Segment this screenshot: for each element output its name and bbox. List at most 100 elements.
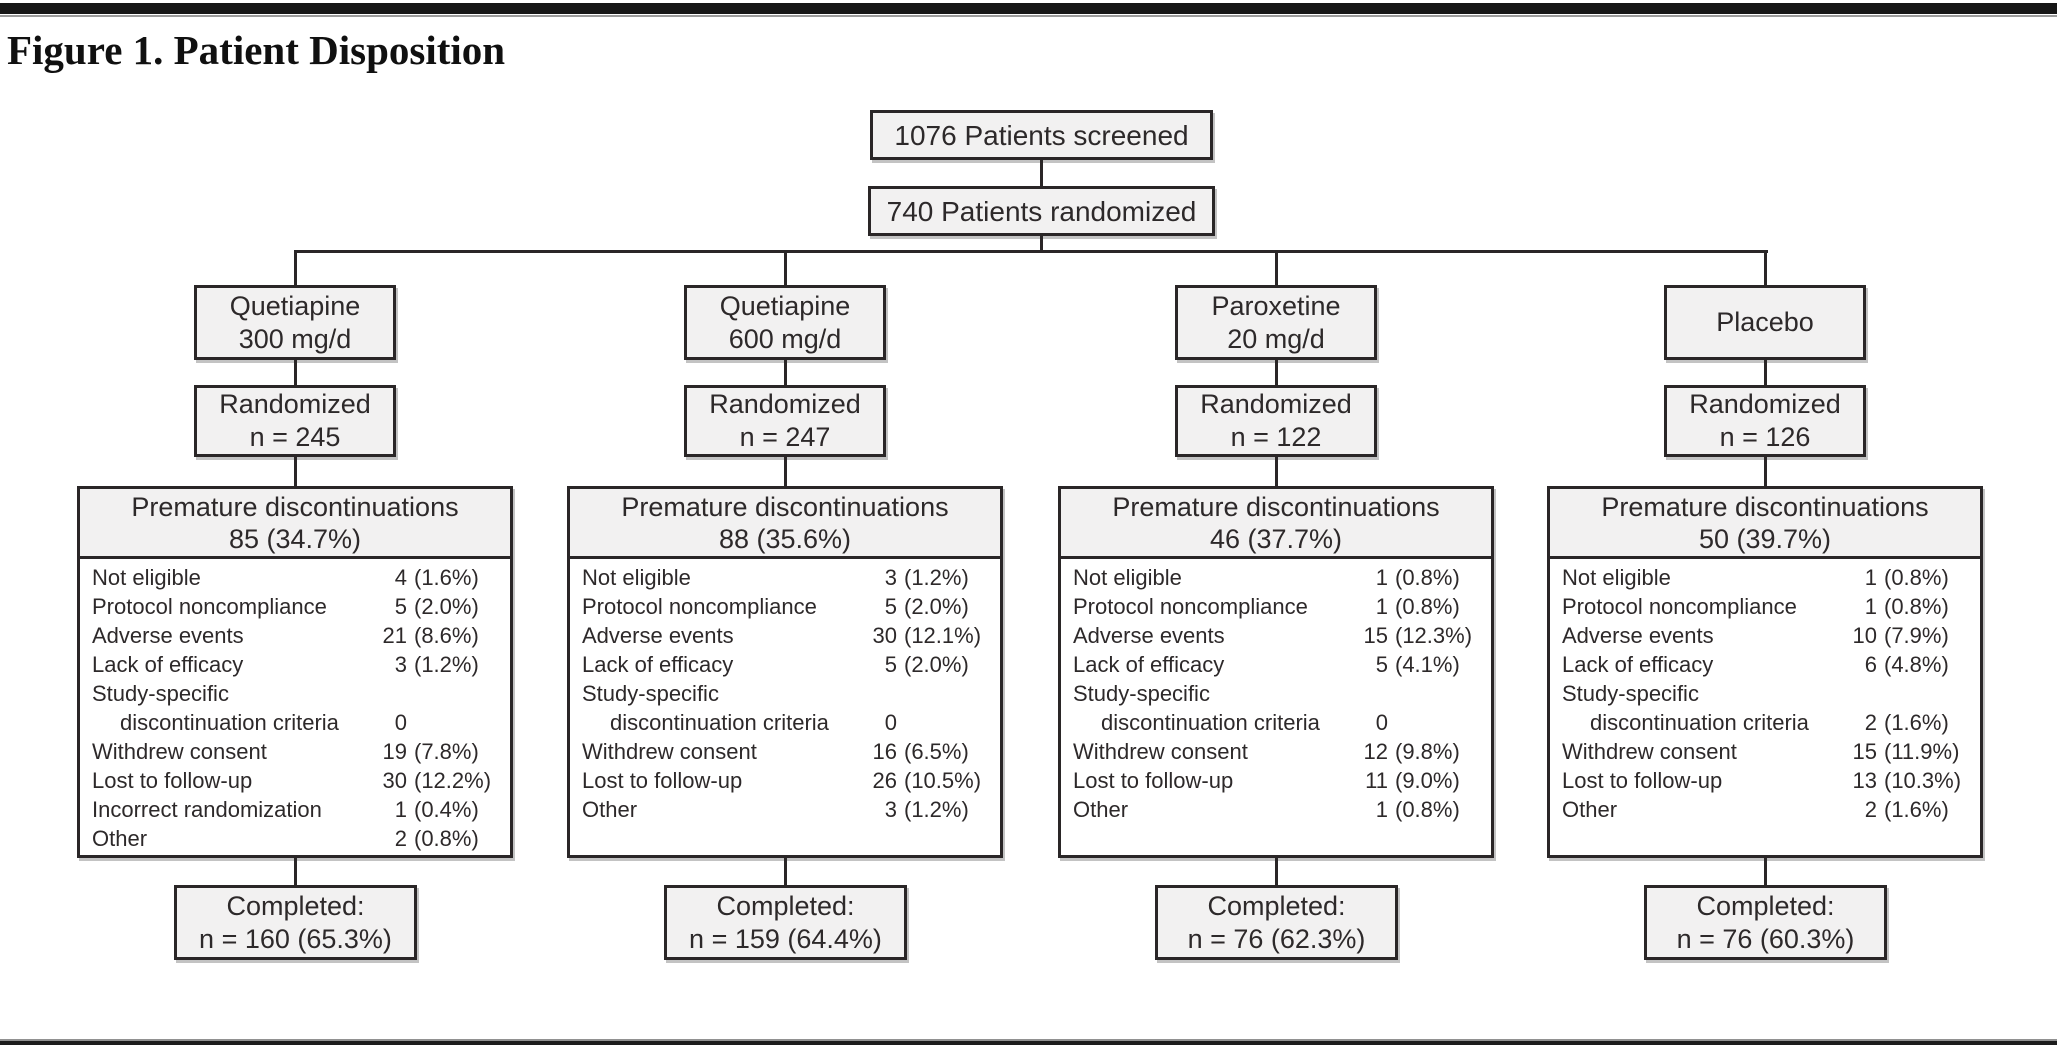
treatment-name-box: Placebo [1664, 285, 1866, 360]
reason-label: Adverse events [92, 623, 244, 648]
box-text-line: n = 160 (65.3%) [199, 923, 392, 954]
treatment-name-box: Quetiapine 300 mg/d [194, 285, 396, 360]
reason-percent: (0.8%) [1884, 565, 1949, 590]
reason-percent: (2.0%) [414, 594, 479, 619]
reason-label: Not eligible [582, 565, 691, 590]
completed-box: Completed: n = 76 (62.3%) [1155, 885, 1398, 960]
box-text-line: Randomized [1200, 389, 1352, 419]
box-text-line: Placebo [1716, 307, 1814, 337]
screened-box: 1076 Patients screened [870, 110, 1213, 160]
reason-label: Other [1073, 797, 1129, 822]
connector-line [1763, 858, 1767, 885]
connector-split-horizontal [294, 250, 1768, 253]
discontinuation-reason-row: Withdrew consent 16 (6.5%) [582, 737, 992, 766]
screened-label: 1076 Patients screened [894, 119, 1189, 151]
discontinuation-reason-row: Lost to follow-up 30 (12.2%) [92, 766, 502, 795]
discontinuation-reason-row: Protocol noncompliance 5 (2.0%) [92, 592, 502, 621]
completed-box: Completed: n = 159 (64.4%) [664, 885, 907, 960]
discontinuation-reason-row: Adverse events 15 (12.3%) [1073, 621, 1483, 650]
box-text-line: n = 247 [739, 422, 831, 452]
reason-count: 11 [1365, 768, 1388, 793]
reason-count: 30 [382, 768, 407, 793]
discontinuation-reason-row: discontinuation criteria 0 [92, 708, 502, 737]
reason-label: Incorrect randomization [92, 797, 322, 822]
box-text-line: Premature discontinuations [131, 491, 459, 522]
reason-count: 26 [872, 768, 897, 793]
connector-line [1763, 457, 1767, 486]
box-text-line: Randomized [219, 389, 371, 419]
reason-percent: (10.3%) [1884, 768, 1962, 793]
reason-count: 2 [1864, 710, 1877, 735]
treatment-name-box: Quetiapine 600 mg/d [684, 285, 886, 360]
reason-percent: (6.5%) [904, 739, 969, 764]
box-text-line: n = 76 (62.3%) [1187, 923, 1366, 954]
reason-percent: (2.0%) [904, 594, 969, 619]
discontinuation-reason-row: discontinuation criteria 0 [1073, 708, 1483, 737]
reason-count: 30 [872, 623, 897, 648]
box-text-line: 85 (34.7%) [228, 523, 362, 554]
reason-count: 2 [394, 826, 407, 851]
box-text-line: Completed: [226, 890, 365, 921]
reason-percent: (12.1%) [904, 623, 982, 648]
reason-count: 1 [1375, 565, 1388, 590]
reason-count: 1 [1375, 797, 1388, 822]
discontinuation-reason-row: discontinuation criteria 0 [582, 708, 992, 737]
discontinuation-reason-row: Incorrect randomization 1 (0.4%) [92, 795, 502, 824]
reason-count: 13 [1852, 768, 1877, 793]
box-text-line: n = 245 [249, 422, 341, 452]
box-text-line: n = 159 (64.4%) [689, 923, 882, 954]
reason-label: discontinuation criteria [1101, 710, 1320, 735]
discontinuation-reason-row: Lack of efficacy 3 (1.2%) [92, 650, 502, 679]
reason-label: discontinuation criteria [120, 710, 339, 735]
connector-line [1274, 250, 1278, 285]
discontinuation-reason-row: Lack of efficacy 5 (2.0%) [582, 650, 992, 679]
top-rule-shadow [0, 15, 2057, 17]
discontinuation-reason-row: Protocol noncompliance 1 (0.8%) [1073, 592, 1483, 621]
connector-line [783, 360, 787, 385]
reason-percent: (7.9%) [1884, 623, 1949, 648]
discontinuation-reason-row: Study-specific [1562, 679, 1972, 708]
discontinuation-reason-row: Other 1 (0.8%) [1073, 795, 1483, 824]
reason-percent: (12.2%) [414, 768, 492, 793]
randomized-count-box: Randomized n = 247 [684, 385, 886, 457]
discontinuation-header: Premature discontinuations 85 (34.7%) [80, 489, 510, 559]
discontinuation-reason-row: Other 2 (1.6%) [1562, 795, 1972, 824]
reason-count: 4 [394, 565, 407, 590]
connector-line [783, 250, 787, 285]
box-text-line: Quetiapine [719, 290, 851, 321]
discontinuation-reason-list: Not eligible 1 (0.8%) Protocol noncomplianc… [1550, 559, 1980, 824]
reason-percent: (0.8%) [1395, 565, 1460, 590]
reason-label: Withdrew consent [582, 739, 757, 764]
reason-label: Lack of efficacy [582, 652, 734, 677]
box-text-line: 88 (35.6%) [718, 523, 852, 554]
discontinuation-reason-row: Protocol noncompliance 5 (2.0%) [582, 592, 992, 621]
reason-label: Adverse events [1562, 623, 1714, 648]
discontinuation-reason-row: Lack of efficacy 5 (4.1%) [1073, 650, 1483, 679]
reason-label: Not eligible [1562, 565, 1671, 590]
randomized-count-box: Randomized n = 122 [1175, 385, 1377, 457]
box-text-line: 20 mg/d [1227, 323, 1325, 354]
reason-count: 15 [1852, 739, 1877, 764]
box-text-line: n = 122 [1230, 422, 1322, 452]
arm-column-paroxetine-20: Paroxetine 20 mg/d Randomized n = 122 Prem… [1058, 250, 1494, 960]
discontinuation-reason-row: Lost to follow-up 26 (10.5%) [582, 766, 992, 795]
discontinuation-box: Premature discontinuations 50 (39.7%) Not… [1547, 486, 1983, 858]
reason-percent: (0.4%) [414, 797, 479, 822]
discontinuation-reason-row: Withdrew consent 19 (7.8%) [92, 737, 502, 766]
reason-label: discontinuation criteria [1590, 710, 1809, 735]
discontinuation-header: Premature discontinuations 50 (39.7%) [1550, 489, 1980, 559]
reason-label: Study-specific [582, 681, 719, 706]
reason-count: 5 [1375, 652, 1388, 677]
reason-count: 5 [884, 594, 897, 619]
discontinuation-box: Premature discontinuations 88 (35.6%) Not… [567, 486, 1003, 858]
reason-label: Lost to follow-up [92, 768, 253, 793]
discontinuation-reason-row: Withdrew consent 15 (11.9%) [1562, 737, 1972, 766]
discontinuation-reason-row: Adverse events 30 (12.1%) [582, 621, 992, 650]
discontinuation-reason-row: Other 2 (0.8%) [92, 824, 502, 853]
reason-percent: (4.1%) [1395, 652, 1460, 677]
arm-column-quetiapine-600: Quetiapine 600 mg/d Randomized n = 247 Pre… [567, 250, 1003, 960]
box-text-line: Completed: [716, 890, 855, 921]
reason-count: 10 [1852, 623, 1877, 648]
discontinuation-reason-row: Lack of efficacy 6 (4.8%) [1562, 650, 1972, 679]
reason-label: discontinuation criteria [610, 710, 829, 735]
